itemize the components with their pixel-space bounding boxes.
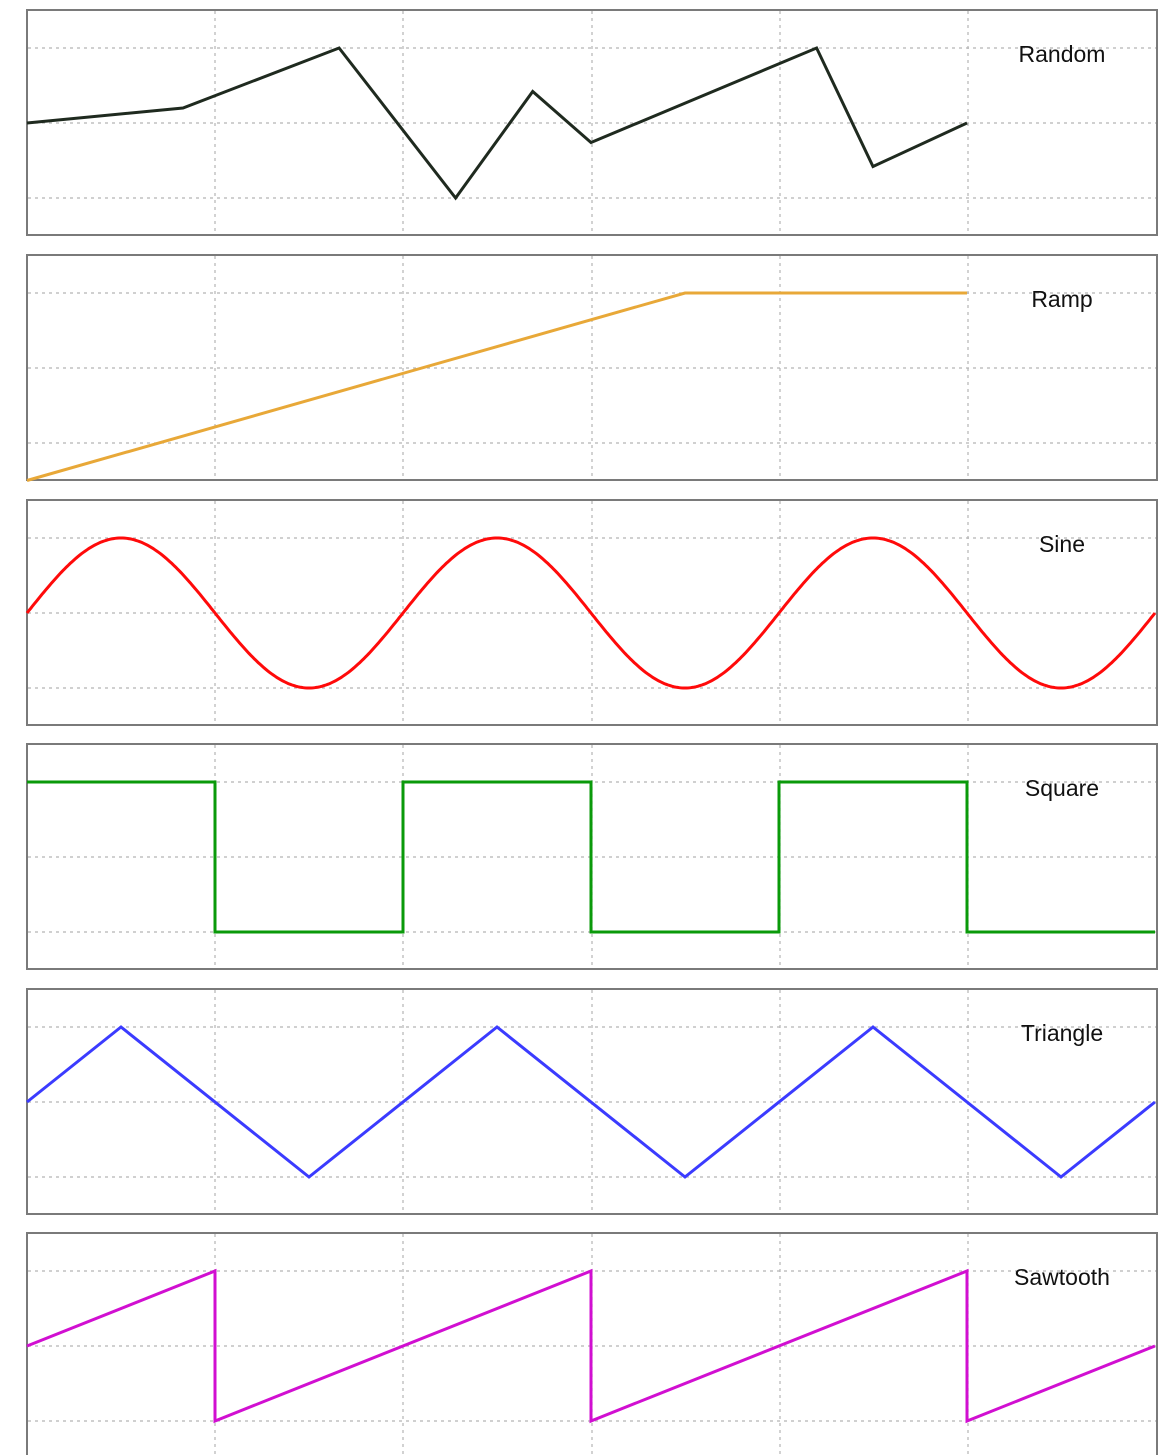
sawtooth-series-line: [26, 1268, 1156, 1424]
random-series-line: [26, 46, 968, 201]
sine-panel: Sine: [25, 499, 1158, 726]
random-panel: Random: [26, 9, 1158, 236]
square-label: Square: [1025, 775, 1099, 801]
square-series-line: [27, 780, 1155, 934]
ramp-series-line: [26, 291, 967, 482]
sine-label: Sine: [1039, 531, 1085, 557]
sine-series-line: [25, 536, 1157, 690]
triangle-label: Triangle: [1021, 1020, 1103, 1046]
square-panel: Square: [26, 743, 1158, 970]
ramp-panel: Ramp: [26, 254, 1158, 482]
sawtooth-label: Sawtooth: [1014, 1264, 1110, 1290]
ramp-label: Ramp: [1031, 286, 1092, 312]
sawtooth-panel: Sawtooth: [26, 1232, 1158, 1455]
triangle-panel: Triangle: [26, 988, 1158, 1215]
random-label: Random: [1019, 41, 1106, 67]
triangle-series-line: [26, 1025, 1156, 1179]
